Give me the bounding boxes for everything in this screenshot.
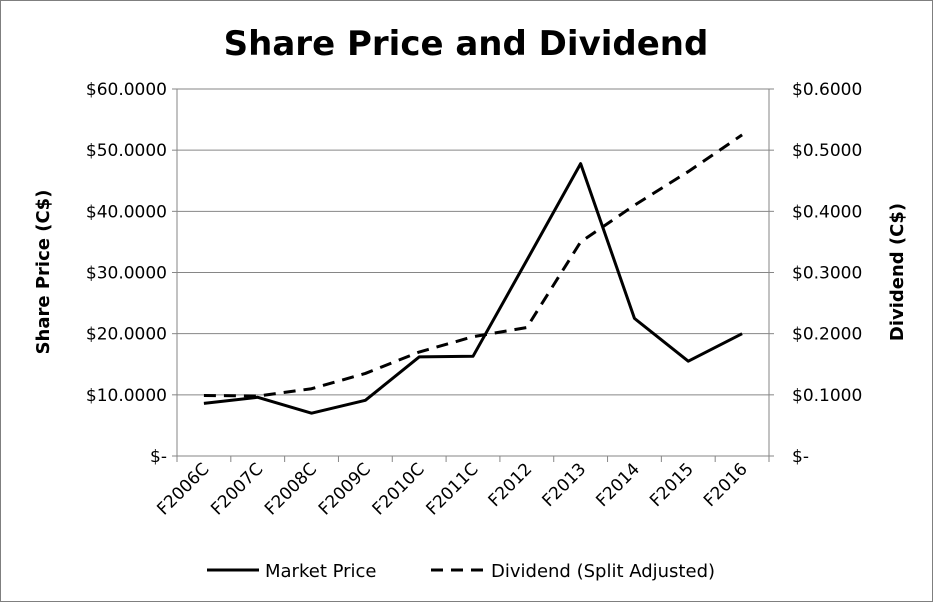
x-tick-label: F2015 [646, 459, 698, 511]
x-tick-label: F2008C [261, 459, 321, 519]
left-tick-label: $60.0000 [86, 80, 167, 100]
right-tick-labels: $- $0.1000 $0.2000 $0.3000 $0.4000 $0.5000 $0.… [792, 80, 862, 467]
legend-label: Market Price [265, 561, 377, 582]
legend-label: Dividend (Split Adjusted) [491, 561, 715, 582]
x-tick-label: F2006C [153, 459, 213, 519]
series-line [203, 162, 743, 415]
x-tick-label: F2007C [207, 459, 267, 519]
left-tick-label: $50.0000 [86, 141, 167, 161]
legend: Market Price Dividend (Split Adjusted) [207, 561, 715, 582]
x-tick-label: F2012 [485, 459, 537, 511]
x-tick-label: F2010C [369, 459, 429, 519]
left-tick-label: $40.0000 [86, 202, 167, 222]
right-tick-label: $- [792, 447, 809, 467]
left-tick-label: $20.0000 [86, 325, 167, 345]
x-tick-label: F2014 [592, 459, 644, 511]
left-tick-label: $30.0000 [86, 264, 167, 284]
right-tick-label: $0.4000 [792, 202, 862, 222]
right-tick-label: $0.5000 [792, 141, 862, 161]
grid-lines [172, 88, 774, 462]
right-axis-title: Dividend (C$) [887, 203, 908, 341]
left-tick-label: $- [150, 447, 167, 467]
x-tick-label: F2016 [700, 459, 752, 511]
right-tick-label: $0.2000 [792, 325, 862, 345]
x-tick-label: F2013 [539, 459, 591, 511]
x-tick-label: F2009C [315, 459, 375, 519]
series-lines [203, 133, 743, 415]
chart-title: Share Price and Dividend [224, 24, 709, 64]
left-axis-title: Share Price (C$) [33, 190, 54, 355]
right-tick-label: $0.1000 [792, 386, 862, 406]
left-tick-label: $10.0000 [86, 386, 167, 406]
series-line [203, 133, 743, 398]
right-tick-label: $0.6000 [792, 80, 862, 100]
x-tick-label: F2011C [422, 459, 482, 519]
left-tick-labels: $- $10.0000 $20.0000 $30.0000 $40.0000 $50.00… [86, 80, 167, 467]
right-tick-label: $0.3000 [792, 264, 862, 284]
